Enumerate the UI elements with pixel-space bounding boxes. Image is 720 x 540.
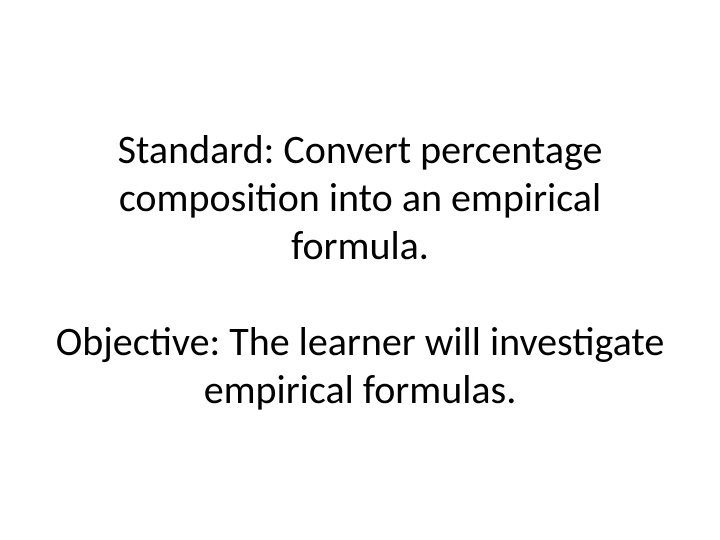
standard-text: Standard: Convert percentage composition… — [50, 126, 670, 270]
objective-text: Objective: The learner will investigate … — [50, 318, 670, 414]
